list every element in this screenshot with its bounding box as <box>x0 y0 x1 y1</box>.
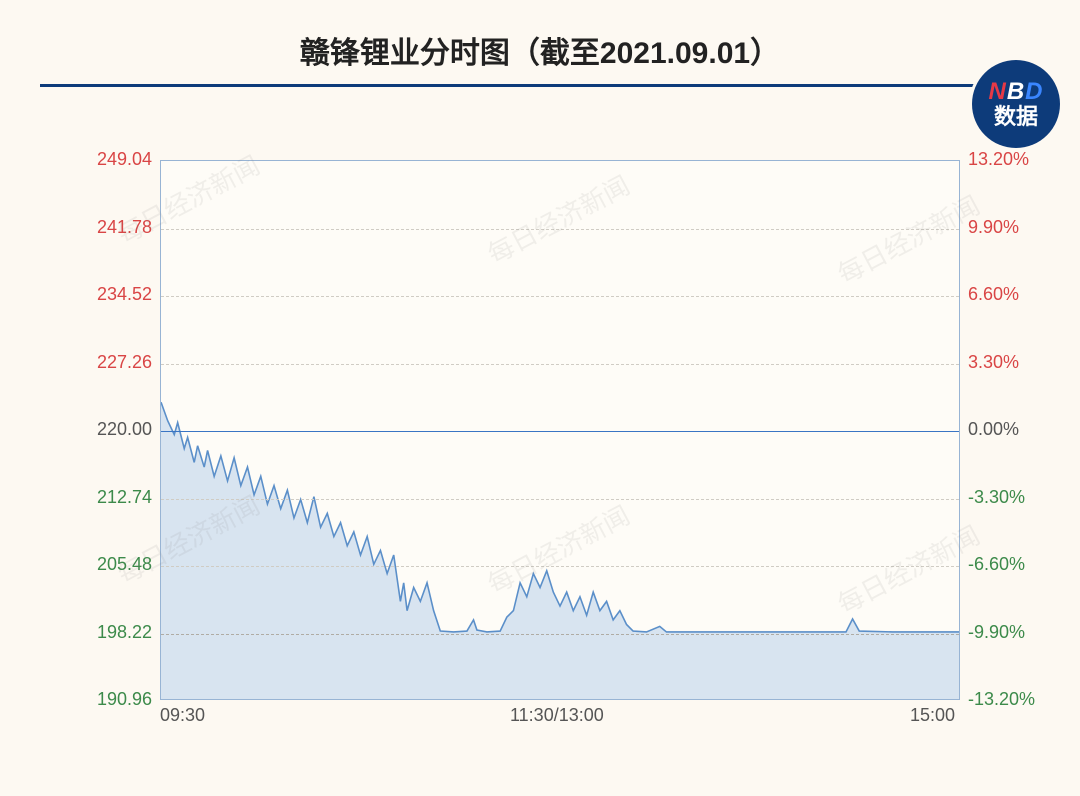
y-left-tick-label: 234.52 <box>97 284 152 305</box>
y-right-tick-label: 13.20% <box>968 149 1029 170</box>
y-left-tick-label: 212.74 <box>97 487 152 508</box>
grid-line <box>161 296 959 297</box>
y-left-tick-label: 220.00 <box>97 419 152 440</box>
page-title: 赣锋锂业分时图（截至2021.09.01） <box>0 28 1080 72</box>
grid-line <box>161 364 959 365</box>
plot-area <box>160 160 960 700</box>
zero-line <box>161 431 959 432</box>
grid-line <box>161 499 959 500</box>
y-right-tick-label: -13.20% <box>968 689 1035 710</box>
nbd-logo-text: NBD <box>988 79 1043 105</box>
nbd-badge-sub: 数据 <box>994 105 1038 129</box>
y-right-tick-label: -6.60% <box>968 554 1025 575</box>
nbd-badge: NBD 数据 <box>972 60 1060 148</box>
x-tick-label: 09:30 <box>160 705 205 726</box>
y-right-tick-label: -9.90% <box>968 622 1025 643</box>
y-right-tick-label: 3.30% <box>968 352 1019 373</box>
limit-down-line <box>161 634 959 635</box>
header: 赣锋锂业分时图（截至2021.09.01） <box>0 0 1080 99</box>
y-right-tick-label: -3.30% <box>968 487 1025 508</box>
price-line <box>161 161 959 699</box>
y-right-tick-label: 0.00% <box>968 419 1019 440</box>
y-left-tick-label: 249.04 <box>97 149 152 170</box>
title-underline <box>40 84 1040 87</box>
y-left-tick-label: 190.96 <box>97 689 152 710</box>
y-left-tick-label: 198.22 <box>97 622 152 643</box>
x-tick-label: 11:30/13:00 <box>510 705 604 726</box>
x-tick-label: 15:00 <box>910 705 955 726</box>
y-right-tick-label: 6.60% <box>968 284 1019 305</box>
y-left-tick-label: 227.26 <box>97 352 152 373</box>
